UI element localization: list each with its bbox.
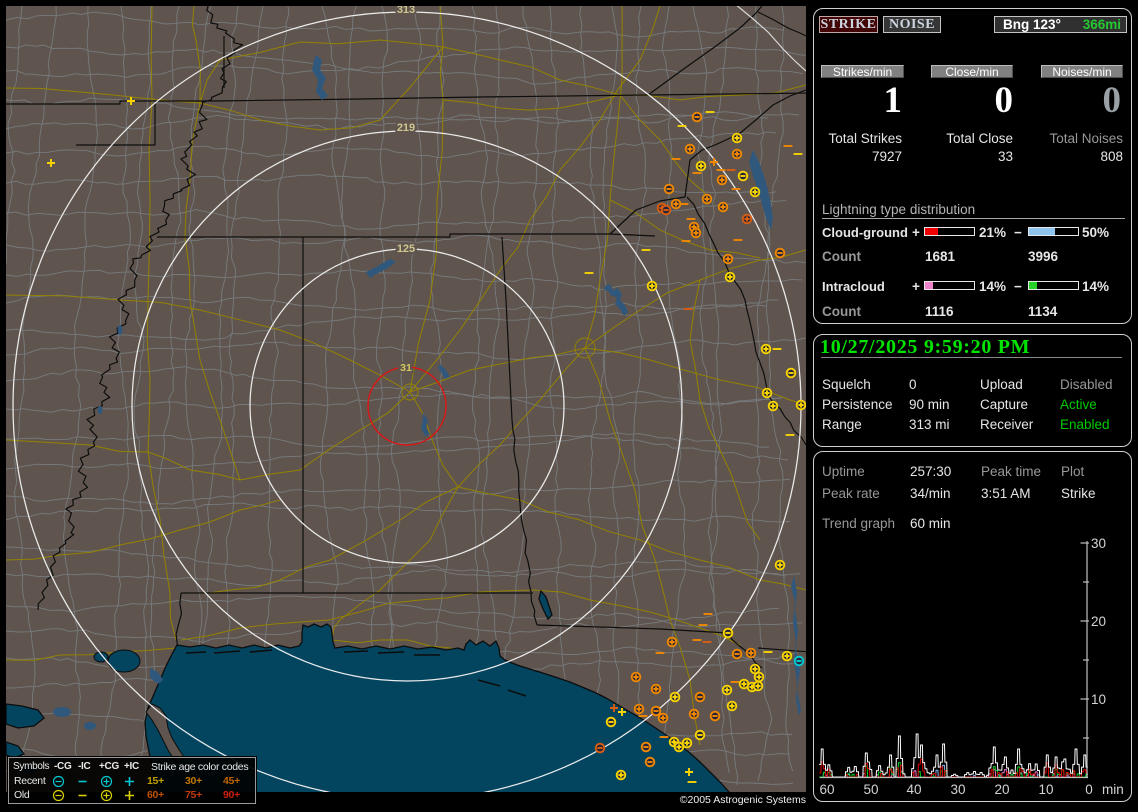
svg-text:313: 313 (397, 6, 415, 16)
svg-text:219: 219 (397, 122, 415, 134)
svg-text:min: min (1102, 782, 1124, 797)
svg-text:30: 30 (950, 782, 965, 797)
svg-text:10: 10 (1038, 782, 1053, 797)
svg-text:0: 0 (1085, 782, 1093, 797)
svg-text:20: 20 (1091, 614, 1106, 629)
svg-text:50: 50 (863, 782, 878, 797)
svg-text:31: 31 (400, 362, 412, 374)
svg-text:20: 20 (994, 782, 1009, 797)
svg-text:40: 40 (906, 782, 921, 797)
svg-text:10: 10 (1091, 692, 1106, 707)
svg-text:60: 60 (819, 782, 834, 797)
svg-text:125: 125 (397, 243, 415, 255)
svg-text:30: 30 (1091, 536, 1106, 551)
